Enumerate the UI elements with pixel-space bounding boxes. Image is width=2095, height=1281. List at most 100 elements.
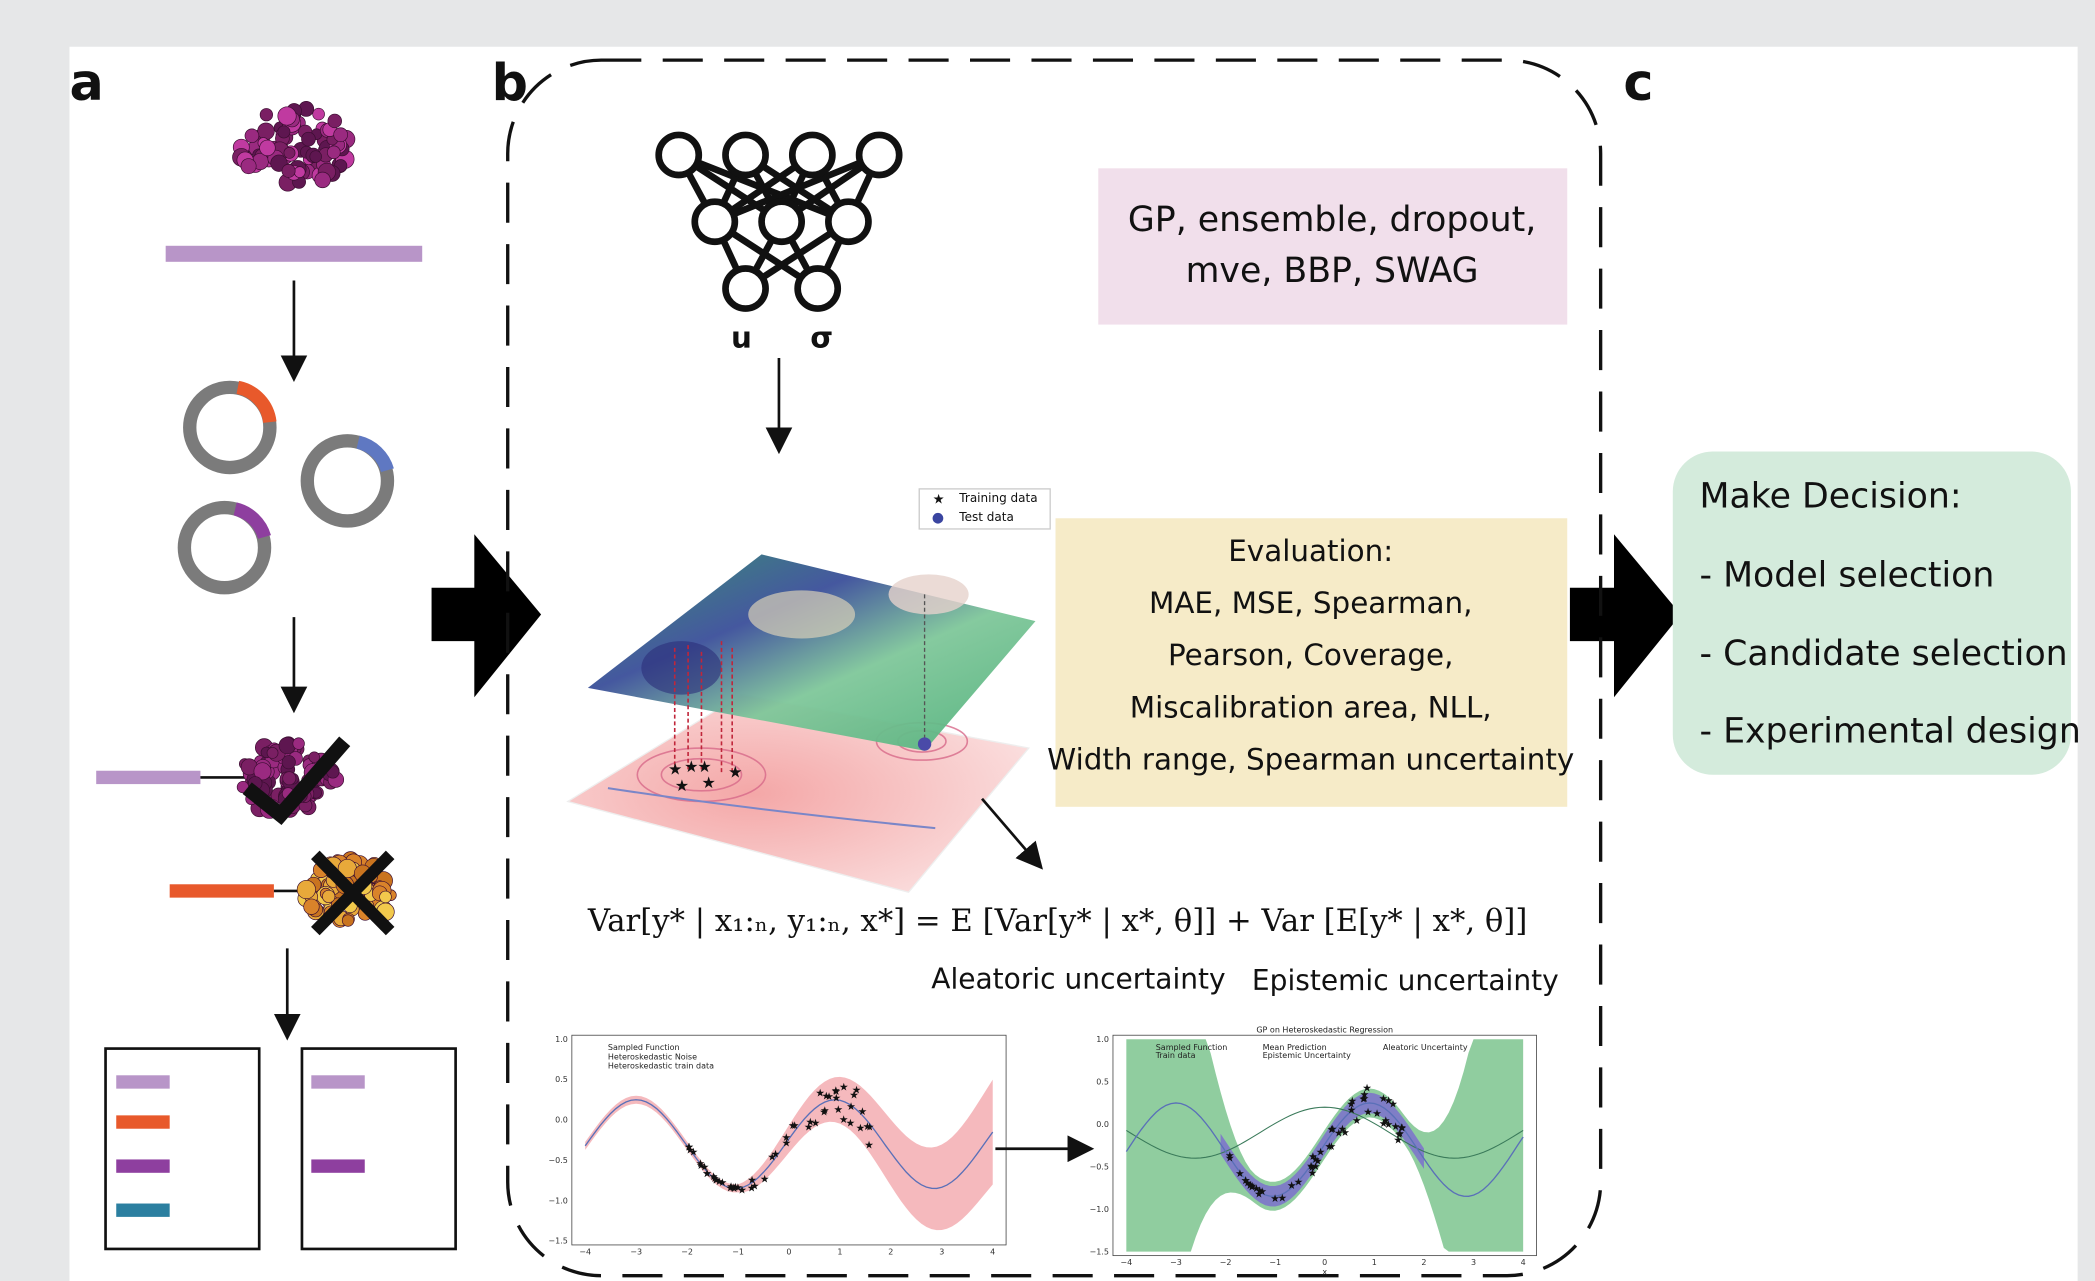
y-tick-label: 1.0 — [1096, 1035, 1109, 1044]
evaluation-line: Miscalibration area, NLL, — [1130, 690, 1492, 724]
x-tick-label: 3 — [1471, 1258, 1476, 1267]
train-point: ★ — [1346, 1097, 1356, 1110]
protein-atom — [258, 123, 275, 140]
node — [792, 135, 832, 175]
panel-label: c — [1623, 53, 1653, 112]
y-tick-label: 0.0 — [555, 1116, 568, 1125]
train-point: ★ — [1340, 1126, 1350, 1139]
protein-atom — [315, 172, 331, 188]
train-point: ★ — [1379, 1092, 1389, 1105]
shape — [918, 737, 931, 750]
protein-atom — [245, 129, 259, 143]
x-tick-label: −3 — [1170, 1258, 1182, 1267]
node — [859, 135, 899, 175]
protein-atom — [327, 146, 340, 159]
protein-atom — [278, 107, 296, 125]
protein-atom — [241, 159, 256, 174]
panel-label: b — [492, 53, 528, 112]
legend-label: Training data — [958, 491, 1037, 505]
protein-atom — [293, 738, 305, 750]
protein-atom — [260, 140, 276, 156]
train-point: ★ — [1388, 1097, 1398, 1110]
train-point: ★ — [1391, 1120, 1401, 1133]
train-point: ★ — [782, 1137, 792, 1150]
shape: ★ — [701, 773, 715, 792]
train-point: ★ — [1362, 1082, 1372, 1095]
legend-label: Epistemic Uncertainty — [1263, 1051, 1352, 1060]
protein-atom — [283, 772, 296, 785]
decision-title: Make Decision: — [1700, 477, 1962, 517]
node — [695, 202, 735, 242]
shape — [116, 1075, 169, 1088]
node — [726, 268, 766, 308]
shape — [889, 574, 969, 614]
train-point: ★ — [858, 1105, 868, 1118]
legend-label: Aleatoric Uncertainty — [1383, 1043, 1468, 1052]
methods-text: mve, BBP, SWAG — [1186, 251, 1479, 291]
node — [726, 135, 766, 175]
train-point: ★ — [819, 1106, 829, 1119]
legend-label: Test data — [958, 510, 1014, 524]
train-point: ★ — [849, 1089, 859, 1102]
legend-label: Train data — [1155, 1051, 1196, 1060]
x-tick-label: −3 — [630, 1247, 642, 1256]
shape — [311, 1159, 364, 1172]
shape — [116, 1159, 169, 1172]
train-point: ★ — [1225, 1152, 1235, 1165]
protein-atom — [328, 114, 342, 128]
x-tick-label: 0 — [1322, 1258, 1327, 1267]
shape — [933, 513, 944, 524]
noise-plot: ★★★★★★★★★★★★★★★★★★★★★★★★★★★★★★★★★★★★★★★★… — [548, 1035, 1006, 1256]
protein-atom — [304, 899, 320, 915]
shape — [641, 641, 721, 694]
node — [762, 202, 802, 242]
y-tick-label: −1.5 — [1090, 1247, 1109, 1256]
protein-atom — [260, 108, 273, 121]
equation: Var[y* | x₁:ₙ, y₁:ₙ, x*] = E [Var[y* | x… — [587, 903, 1527, 939]
shape — [748, 590, 855, 638]
methods-box — [1098, 168, 1567, 324]
x-tick-label: −1 — [732, 1247, 744, 1256]
methods-text: GP, ensemble, dropout, — [1128, 200, 1536, 240]
decision-item: - Model selection — [1700, 555, 1995, 595]
x-tick-label: 4 — [990, 1247, 995, 1256]
evaluation-line: Pearson, Coverage, — [1168, 638, 1454, 672]
evaluation-line: MAE, MSE, Spearman, — [1149, 586, 1472, 620]
train-point: ★ — [1379, 1117, 1389, 1130]
shape: ★ — [728, 762, 742, 781]
x-axis-label: x — [1322, 1267, 1327, 1276]
train-point: ★ — [750, 1179, 760, 1192]
page: { "panel_labels": ["a", "b", "c"], "meth… — [0, 0, 2095, 1281]
y-tick-label: −0.5 — [1090, 1162, 1109, 1171]
x-tick-label: 1 — [1372, 1258, 1377, 1267]
y-tick-label: −0.5 — [548, 1156, 567, 1165]
protein-atom — [380, 891, 392, 903]
x-tick-label: 0 — [786, 1247, 791, 1256]
train-point: ★ — [733, 1181, 743, 1194]
x-tick-label: −4 — [1120, 1258, 1132, 1267]
train-point: ★ — [865, 1120, 875, 1133]
node — [798, 268, 838, 308]
uncertainty-label: Aleatoric uncertainty — [931, 962, 1225, 995]
train-point: ★ — [1278, 1192, 1288, 1205]
train-point: ★ — [767, 1150, 777, 1163]
gp-plot: ★★★★★★★★★★★★★★★★★★★★★★★★★★★★★★★★★★★★★★★★… — [1090, 1026, 1537, 1277]
shape — [116, 1204, 169, 1217]
protein-atom — [313, 108, 325, 120]
train-point: ★ — [790, 1119, 800, 1132]
train-point: ★ — [684, 1141, 694, 1154]
y-tick-label: −1.5 — [548, 1237, 567, 1246]
shape — [116, 1115, 169, 1128]
output-label: σ — [810, 320, 833, 354]
shape: ★ — [675, 776, 689, 795]
x-tick-label: 2 — [888, 1247, 893, 1256]
train-point: ★ — [1307, 1161, 1317, 1174]
train-point: ★ — [1245, 1179, 1255, 1192]
uncertainty-label: Epistemic uncertainty — [1252, 964, 1559, 997]
sequence-bar — [166, 246, 423, 262]
x-tick-label: −1 — [1269, 1258, 1281, 1267]
train-point: ★ — [1254, 1188, 1264, 1201]
protein-atom — [278, 126, 290, 138]
protein-atom — [267, 747, 278, 758]
evaluation-line: Evaluation: — [1228, 534, 1393, 568]
